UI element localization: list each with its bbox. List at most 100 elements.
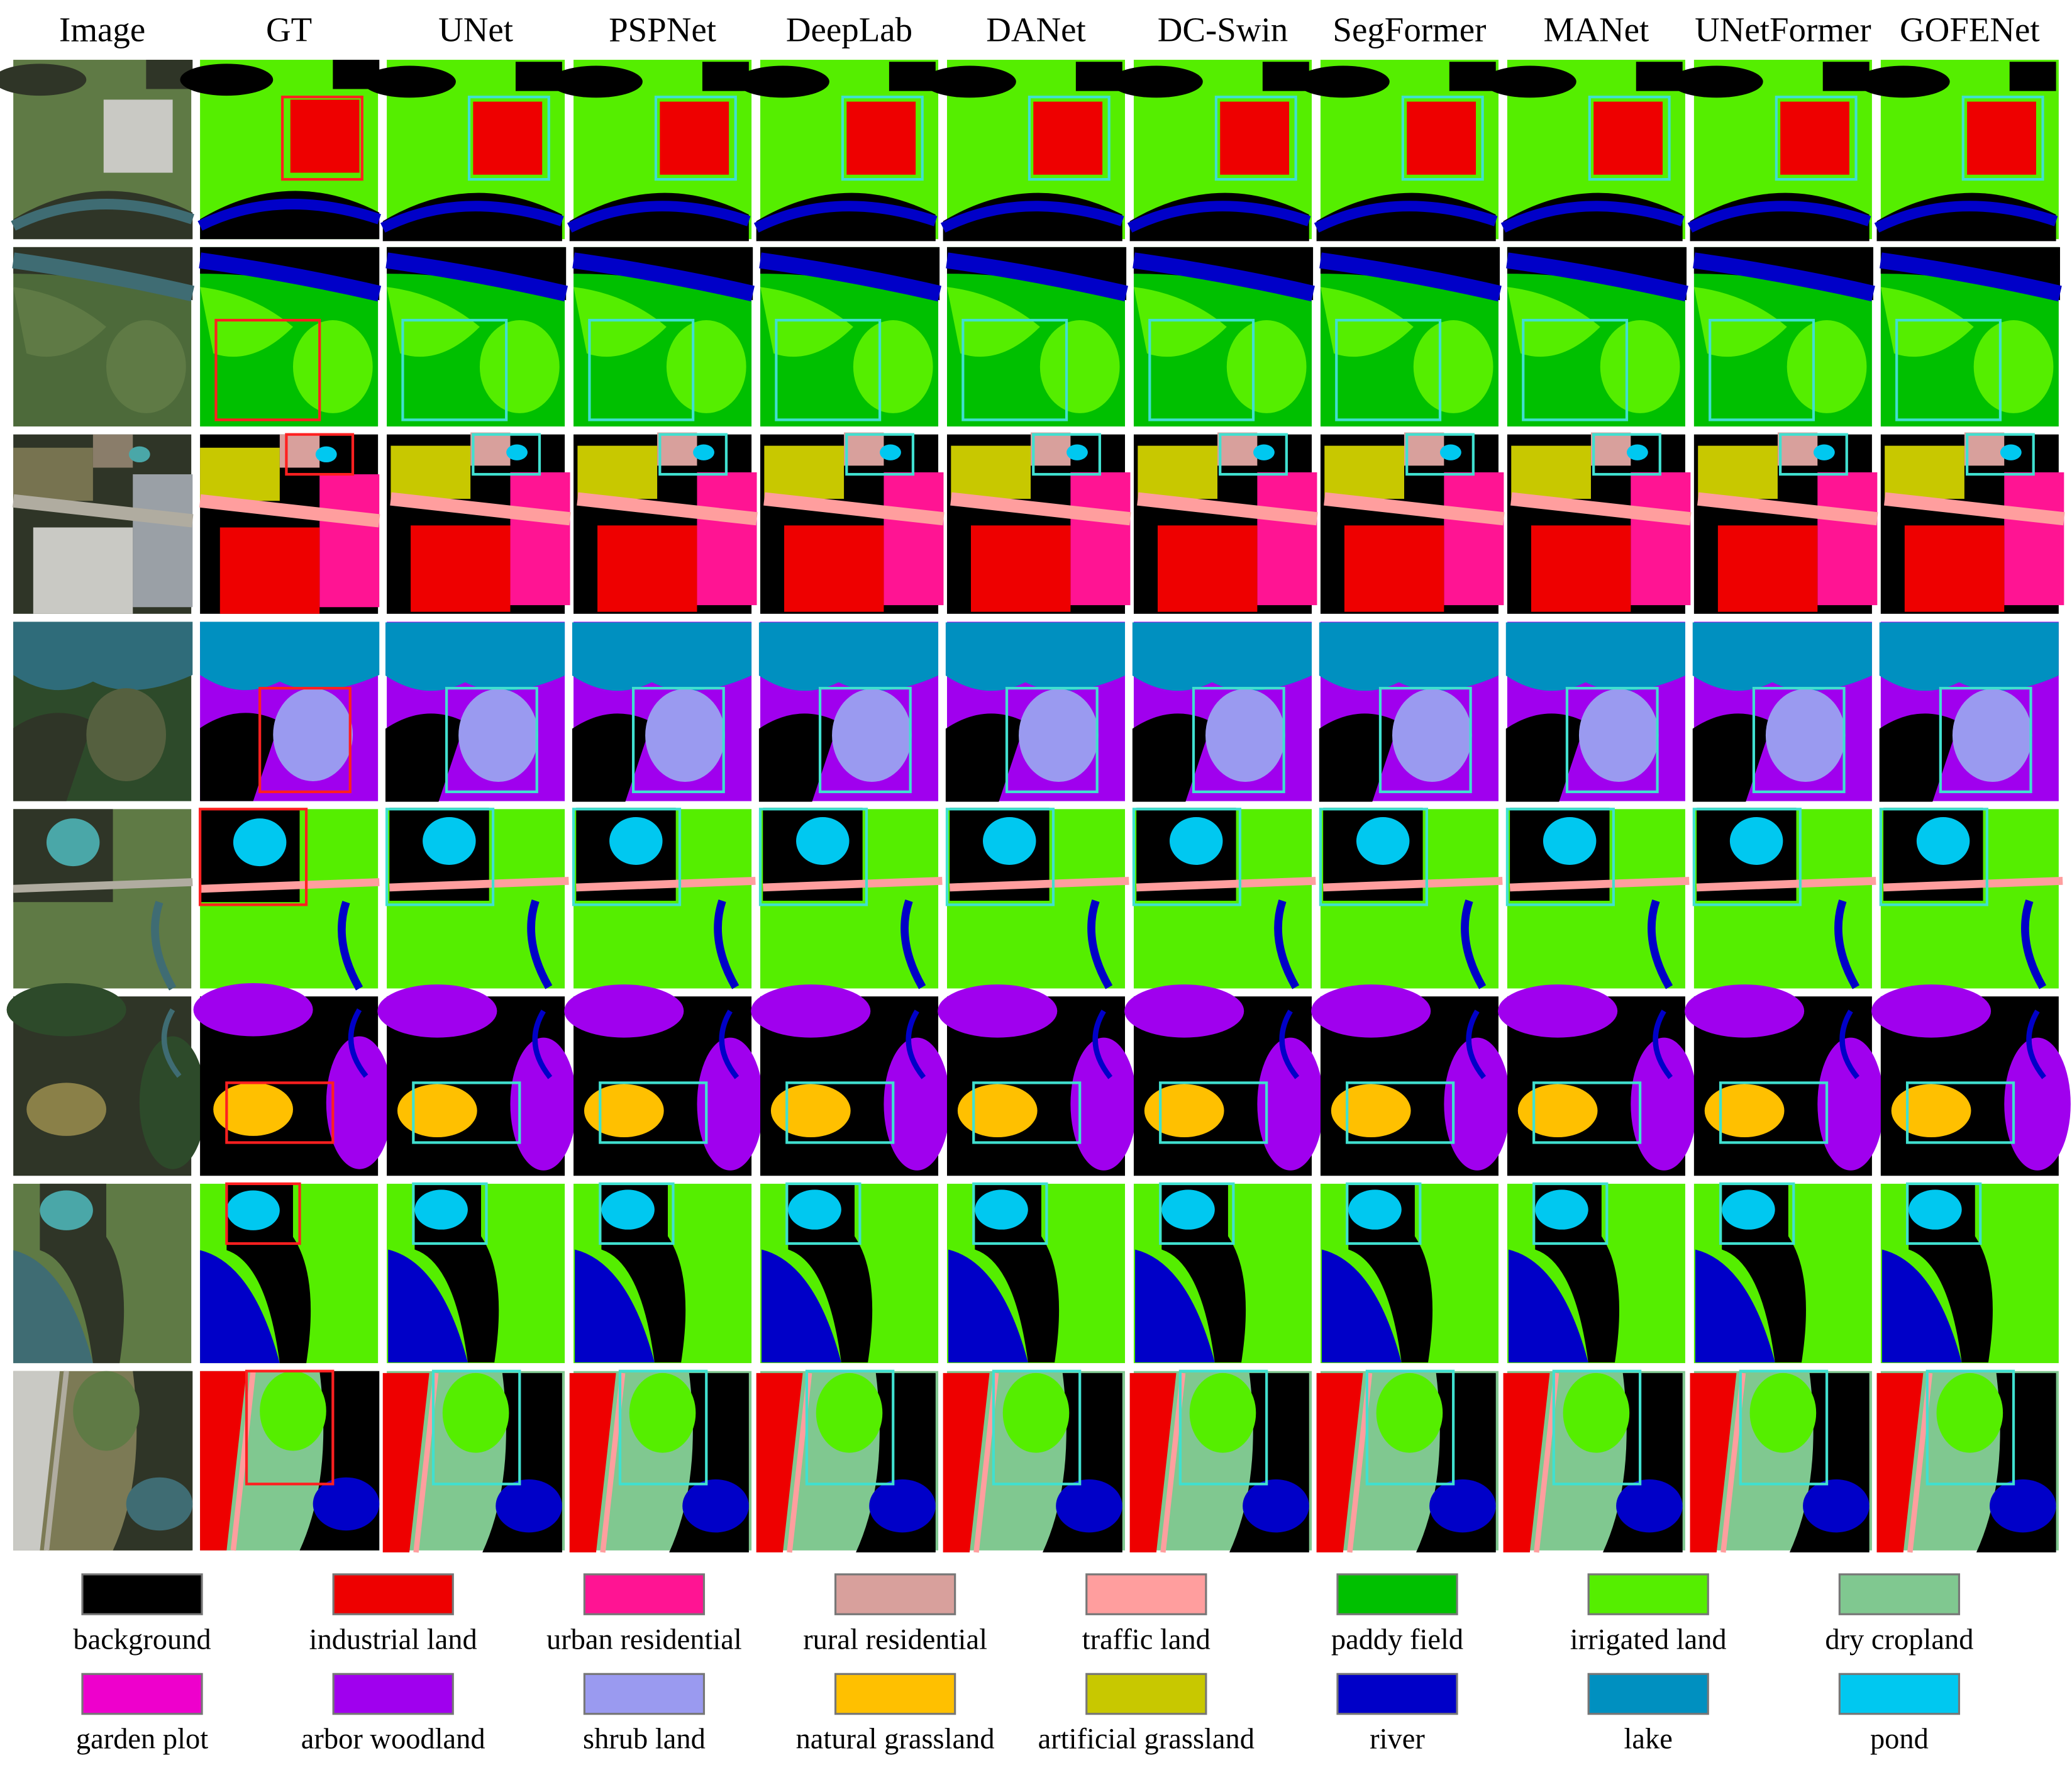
legend-label: pond — [1870, 1723, 1929, 1756]
region — [423, 816, 476, 866]
highlight-box — [1779, 433, 1848, 476]
highlight-box — [599, 1182, 675, 1245]
region — [1070, 472, 1131, 606]
region — [983, 816, 1036, 866]
region — [496, 1479, 562, 1533]
region — [682, 1479, 749, 1533]
result-cell — [1880, 432, 2065, 614]
cell-regions — [1136, 808, 1316, 989]
result-cell — [1503, 1369, 1685, 1553]
highlight-box — [1365, 1369, 1455, 1486]
result-cell — [193, 983, 393, 1176]
region — [869, 1479, 936, 1533]
region — [13, 287, 106, 357]
region — [1129, 1372, 1177, 1553]
region — [1500, 201, 1685, 233]
region — [1324, 492, 1505, 526]
result-cell — [572, 808, 756, 989]
result-cell — [12, 247, 195, 427]
region — [0, 64, 87, 96]
highlight-box — [961, 318, 1068, 421]
region — [1722, 1189, 1775, 1230]
cell-regions — [1880, 247, 2062, 413]
cell-regions — [1876, 1372, 2056, 1553]
legend-swatch — [1336, 1573, 1458, 1615]
highlight-box — [599, 1081, 708, 1144]
highlight-box — [412, 1182, 488, 1245]
region — [1876, 1372, 1924, 1553]
region — [1698, 445, 1778, 499]
region — [106, 320, 186, 413]
region — [1319, 252, 1502, 302]
region — [577, 492, 758, 526]
legend-swatch — [332, 1573, 454, 1615]
region — [1331, 1084, 1411, 1138]
region — [13, 447, 93, 501]
highlight-box — [654, 96, 737, 181]
cell-regions — [922, 62, 1124, 242]
region — [527, 899, 553, 989]
cell-regions — [199, 809, 380, 991]
region — [1692, 622, 1872, 691]
region — [391, 445, 471, 499]
region — [1670, 65, 1763, 98]
region — [572, 252, 755, 302]
region — [1144, 1084, 1224, 1138]
region — [1220, 101, 1290, 175]
result-cell — [1505, 808, 1690, 989]
highlight-box — [1905, 1081, 2015, 1144]
region — [1161, 1189, 1215, 1230]
column-header: MANet — [1544, 10, 1649, 48]
cell-regions — [12, 247, 195, 413]
region — [13, 621, 193, 691]
region — [506, 444, 528, 460]
highlight-box — [285, 433, 355, 476]
cell-regions — [390, 432, 571, 612]
result-cell — [572, 621, 752, 802]
region — [230, 1371, 256, 1551]
region — [1461, 899, 1487, 989]
region — [1505, 713, 1586, 802]
result-cell — [1879, 808, 2063, 989]
result-cell — [946, 247, 1128, 427]
result-cell — [1320, 1182, 1499, 1364]
region — [1217, 432, 1258, 466]
cell-regions — [763, 432, 945, 612]
result-cell — [1132, 808, 1316, 989]
region — [1127, 201, 1311, 233]
result-cell — [1498, 984, 1697, 1176]
column-header: UNetFormer — [1695, 10, 1871, 48]
region — [758, 713, 839, 802]
region — [971, 525, 1071, 612]
region — [736, 65, 829, 98]
region — [762, 1249, 841, 1363]
region — [753, 201, 938, 233]
region — [975, 1189, 1028, 1230]
region — [2004, 1037, 2071, 1171]
region — [1834, 899, 1860, 989]
result-cell — [1876, 1369, 2059, 1553]
highlight-box — [992, 1369, 1082, 1486]
cell-regions — [572, 247, 755, 413]
result-cell — [1109, 60, 1312, 242]
result-cell — [550, 60, 752, 242]
cell-regions — [13, 1371, 193, 1551]
result-cell — [1319, 808, 1503, 989]
region — [313, 1477, 380, 1531]
highlight-box — [280, 96, 363, 181]
region — [1133, 252, 1315, 302]
column-header: SegFormer — [1332, 10, 1486, 48]
region — [510, 472, 570, 606]
region — [763, 877, 943, 892]
region — [1729, 816, 1783, 866]
region — [219, 527, 320, 614]
region — [180, 64, 274, 96]
region — [151, 901, 177, 991]
result-cell — [0, 60, 194, 240]
result-cell — [758, 621, 939, 802]
region — [387, 287, 480, 357]
region — [11, 199, 194, 231]
region — [226, 1190, 280, 1230]
region — [884, 472, 944, 606]
region — [660, 101, 729, 175]
